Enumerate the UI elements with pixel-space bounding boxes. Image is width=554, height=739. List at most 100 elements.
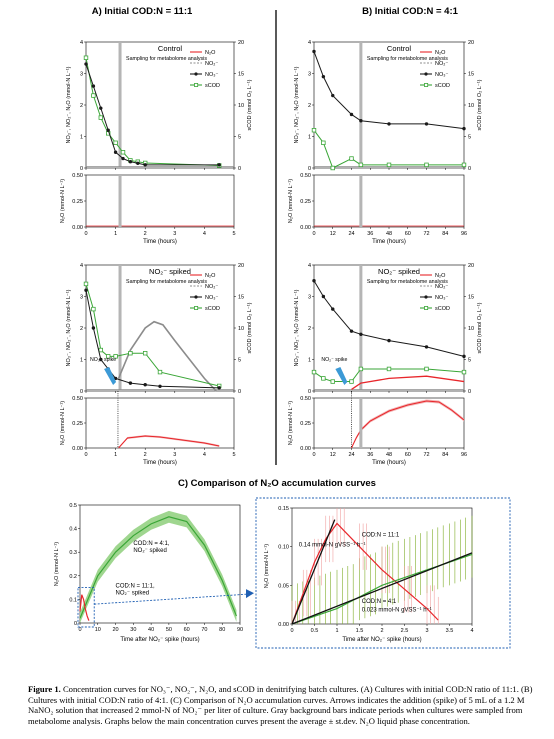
legend-label: NO₃⁻	[205, 72, 218, 78]
x-tick-label: 96	[461, 452, 467, 458]
series-no3	[313, 280, 465, 357]
y-tick-label: 0.50	[72, 173, 83, 179]
fit-41	[291, 552, 473, 625]
y-tick-label: 0.25	[300, 421, 311, 427]
n2o-line	[351, 400, 465, 449]
legend-label: NO₂⁻	[435, 61, 448, 67]
x-tick-label: 0	[312, 452, 315, 458]
y-tick-label: 4	[80, 263, 83, 269]
n2o-line	[118, 435, 220, 449]
y2-axis-label: sCOD (mmol O₂ L⁻¹)	[247, 79, 253, 130]
sampling-bar	[359, 175, 363, 227]
spike-label: NO₂⁻ spike	[90, 357, 116, 363]
no3-point	[424, 345, 429, 349]
y-tick-label: 1	[80, 135, 83, 141]
legend-label: NO₃⁻	[435, 295, 448, 301]
x-tick-label: 5	[232, 231, 235, 237]
legend-label: sCOD	[205, 83, 220, 89]
no3-point	[91, 326, 96, 330]
n2o-subplot: 0 12 24 36 48 60 72 84 96 0.00 0.25 0.50 Time (hours…	[288, 173, 467, 245]
scod-point	[311, 369, 317, 375]
scod-point	[157, 369, 163, 375]
x-tick-label: 0.5	[311, 628, 319, 634]
spike-arrow	[104, 367, 117, 385]
no3-point	[217, 163, 221, 167]
n2o-subplot: 0 12 24 36 48 60 72 84 96 0.00 0.25 0.50 Time (hours…	[288, 391, 467, 466]
x-tick-label: 72	[423, 452, 429, 458]
x-tick-label: 24	[348, 231, 354, 237]
y-tick-label: 3	[308, 295, 311, 301]
y2-tick-label: 10	[468, 326, 474, 332]
chart-C-right: 0 0.5 1 1.5 2 2.5 3 3.5 4 0.00 0.05 0.10 0.15 COD:N =…	[255, 497, 511, 649]
series-41	[79, 516, 238, 619]
y-axis-label: NO₃⁻, NO₂⁻, N₂O (mmol-N L⁻¹)	[294, 66, 300, 143]
no3-point	[128, 381, 133, 385]
legend-marker	[424, 72, 428, 76]
legend-label: NO₂⁻	[205, 284, 218, 290]
y-axis-label: N₂O (mmol-N L⁻¹)	[60, 401, 66, 445]
x-tick-label: 96	[461, 231, 467, 237]
x-tick-label: 72	[423, 231, 429, 237]
y-axis-label: NO₃⁻, NO₂⁻, N₂O (mmol-N L⁻¹)	[66, 66, 72, 143]
y-tick-label: 0.00	[300, 446, 311, 452]
x-axis-label: Time after NO₂⁻ spike (hours)	[342, 637, 421, 643]
y-tick-label: 3	[80, 72, 83, 78]
y-tick-label: 0.25	[72, 199, 83, 205]
no3-point	[84, 288, 88, 292]
legend-marker	[194, 83, 199, 88]
subplot-title: Control	[158, 44, 183, 53]
x-tick-label: 0	[78, 627, 81, 633]
plot-frame	[313, 397, 465, 449]
x-tick-label: 60	[405, 231, 411, 237]
y-tick-label: 0	[80, 166, 83, 172]
y-tick-label: 3	[80, 295, 83, 301]
x-tick-label: 3.5	[446, 628, 454, 634]
scod-point	[330, 165, 335, 171]
no3-point	[91, 84, 96, 88]
legend-label: sCOD	[435, 83, 450, 89]
scod-point	[311, 127, 317, 133]
x-tick-label: 1	[114, 452, 117, 458]
annot-111-line1: COD:N = 11:1,	[116, 584, 155, 590]
y-tick-label: 0.15	[278, 506, 289, 512]
n2o-subplot: 0 1 2 3 4 5 0.00 0.25 0.50 Time (hours) N₂O (mmol-…	[60, 173, 236, 245]
scod-point	[358, 162, 364, 168]
x-axis-label: Time (hours)	[143, 460, 177, 466]
caption-text: Concentration curves for NO₃⁻, NO₂⁻, N₂O…	[28, 684, 533, 726]
x-axis-label: Time (hours)	[143, 239, 177, 245]
no3-point	[128, 160, 133, 164]
y-tick-label: 0.50	[300, 396, 311, 402]
y2-tick-label: 0	[468, 166, 471, 172]
annot-111-line2: NO₂⁻ spiked	[116, 591, 150, 597]
y-tick-label: 0	[74, 621, 77, 627]
y-tick-label: 4	[308, 40, 311, 46]
zoom-frame	[255, 497, 511, 649]
x-tick-label: 1	[114, 231, 117, 237]
no3-point	[387, 338, 391, 343]
y-axis-label: N₂O (mmol-N L⁻¹)	[264, 544, 270, 588]
plot-frame	[79, 504, 241, 624]
x-tick-label: 3	[173, 452, 176, 458]
y-axis-label: NO₃⁻, NO₂⁻, N₂O (mmol-N L⁻¹)	[294, 289, 300, 366]
x-tick-label: 70	[201, 627, 207, 633]
x-tick-label: 84	[442, 452, 448, 458]
legend-label: NO₃⁻	[205, 295, 218, 301]
y2-tick-label: 5	[468, 135, 471, 141]
legend-label: NO₃⁻	[435, 72, 448, 78]
x-tick-label: 0	[84, 231, 87, 237]
no3-point	[331, 307, 335, 311]
legend-label: NO₂⁻	[435, 284, 448, 290]
no3-point	[136, 161, 140, 165]
scod-point	[424, 366, 429, 372]
legend-label: N₂O	[435, 50, 446, 56]
n2o-subplot: 0 1 2 3 4 5 0.00 0.25 0.50 Time (hours) N₂O (mmol-…	[60, 391, 236, 466]
no3-point	[143, 383, 147, 387]
scod-point	[349, 379, 354, 384]
y-tick-label: 4	[308, 263, 311, 269]
sampling-bar	[118, 175, 122, 227]
legend-label: N₂O	[205, 50, 216, 56]
y-tick-label: 3	[308, 72, 311, 78]
x-tick-label: 60	[405, 452, 411, 458]
x-axis-label: Time after NO₂⁻ spike (hours)	[120, 637, 199, 643]
